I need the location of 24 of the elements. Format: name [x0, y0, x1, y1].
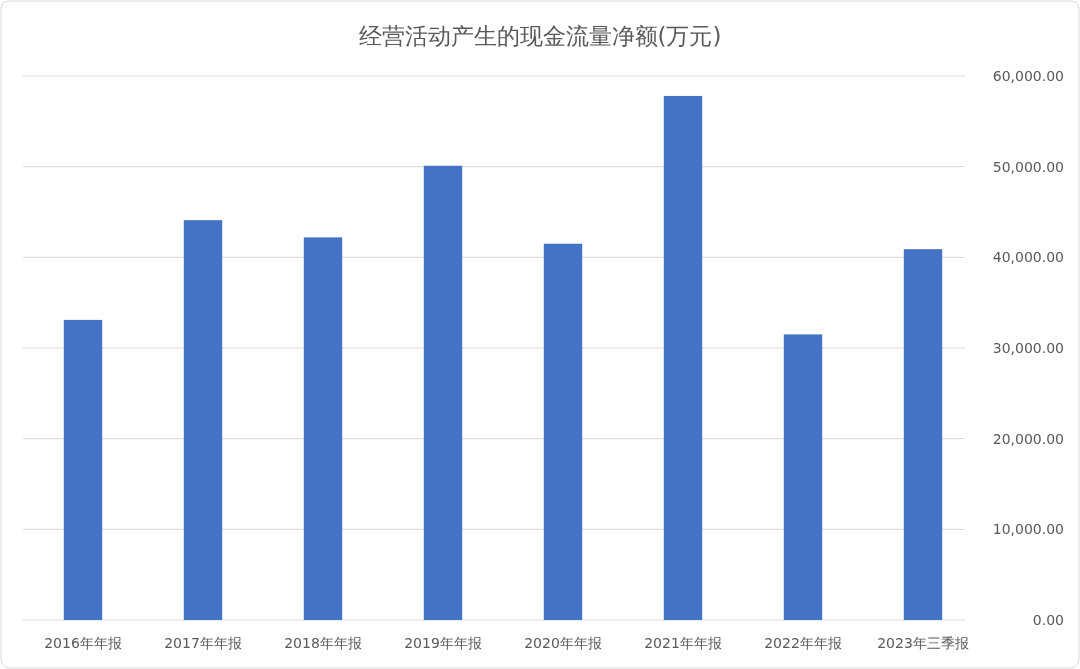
x-tick-label: 2016年年报: [44, 635, 122, 651]
bar: [303, 237, 343, 620]
x-tick-label: 2019年年报: [404, 635, 482, 651]
chart-title: 经营活动产生的现金流量净额(万元): [358, 23, 722, 49]
x-tick-label: 2021年年报: [644, 635, 722, 651]
y-tick-label: 0.00: [1032, 611, 1064, 628]
y-tick-label: 40,000.00: [992, 249, 1064, 266]
bar: [783, 334, 823, 620]
y-tick-label: 10,000.00: [992, 521, 1064, 538]
bar: [903, 249, 943, 620]
bar: [63, 319, 103, 620]
bar: [663, 95, 703, 620]
x-tick-label: 2018年年报: [284, 635, 362, 651]
bar: [183, 220, 223, 620]
x-tick-label: 2023年三季报: [877, 635, 969, 651]
y-tick-label: 30,000.00: [992, 339, 1064, 356]
x-tick-label: 2022年年报: [764, 635, 842, 651]
x-tick-label: 2020年年报: [524, 635, 602, 651]
y-tick-label: 20,000.00: [992, 430, 1064, 447]
x-tick-label: 2017年年报: [164, 635, 242, 651]
y-tick-label: 50,000.00: [992, 158, 1064, 175]
bar: [423, 165, 463, 620]
y-tick-label: 60,000.00: [992, 67, 1064, 84]
bar: [543, 243, 583, 620]
